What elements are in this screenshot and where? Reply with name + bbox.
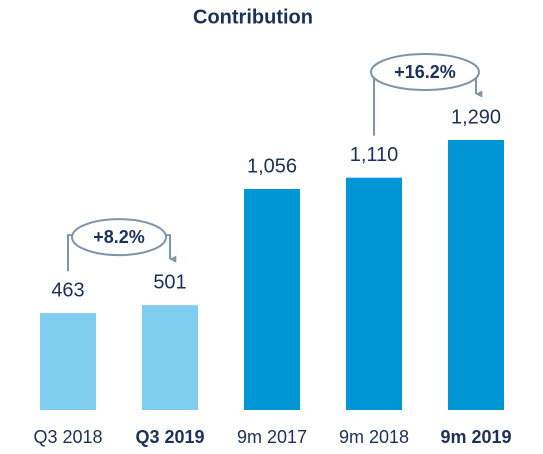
bar [40, 313, 96, 410]
value-label: 1,056 [247, 155, 297, 177]
bar [346, 177, 402, 410]
x-tick-label: 9m 2018 [339, 427, 409, 447]
bar [142, 305, 198, 410]
value-label: 501 [153, 271, 186, 293]
value-label: 463 [51, 279, 84, 301]
x-tick-label: 9m 2017 [237, 427, 307, 447]
x-tick-label: Q3 2018 [33, 427, 102, 447]
annotation: +16.2% [394, 62, 456, 82]
annotation-oval [370, 53, 480, 91]
bar [448, 140, 504, 410]
x-tick-label: Q3 2019 [135, 427, 204, 447]
annotation-oval [71, 218, 167, 257]
annotation: +8.2% [93, 227, 145, 247]
bar [244, 188, 300, 410]
chart-title: Contribution [193, 6, 313, 28]
value-label: 1,290 [451, 106, 501, 128]
value-label: 1,110 [350, 144, 399, 166]
x-tick-label: 9m 2019 [440, 427, 511, 447]
